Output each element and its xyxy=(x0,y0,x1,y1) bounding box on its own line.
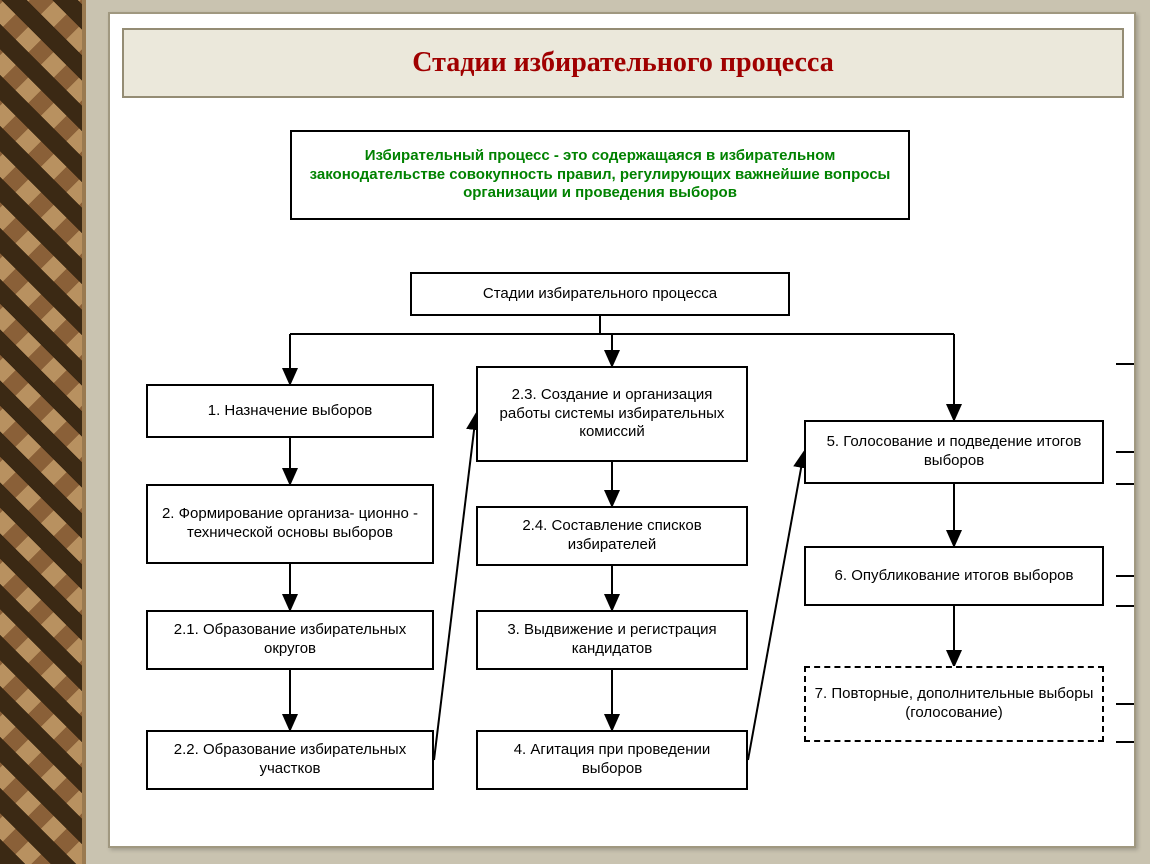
decorative-border xyxy=(0,0,86,864)
definition-text: Избирательный процесс - это содержащаяся… xyxy=(300,147,900,203)
subtitle-box: Стадии избирательного процесса xyxy=(410,272,790,316)
stage-box-s21: 2.1. Образование избирательных округов xyxy=(146,610,434,670)
stage-box-s2: 2. Формирование организа- ционно - техни… xyxy=(146,484,434,564)
stage-box-s22: 2.2. Образование избирательных участков xyxy=(146,730,434,790)
stage-box-s4: 4. Агитация при проведении выборов xyxy=(476,730,748,790)
slide-frame: Стадии избирательного процесса Избирател… xyxy=(108,12,1136,848)
slide-title: Стадии избирательного процесса xyxy=(412,47,833,79)
stage-box-s6: 6. Опубликование итогов выборов xyxy=(804,546,1104,606)
stage-box-s24: 2.4. Составление списков избирателей xyxy=(476,506,748,566)
stage-box-s5: 5. Голосование и подведение итогов выбор… xyxy=(804,420,1104,484)
stage-box-s7: 7. Повторные, дополнительные выборы (гол… xyxy=(804,666,1104,742)
definition-box: Избирательный процесс - это содержащаяся… xyxy=(290,130,910,220)
stage-box-s3: 3. Выдвижение и регистрация кандидатов xyxy=(476,610,748,670)
stage-box-s1: 1. Назначение выборов xyxy=(146,384,434,438)
title-bar: Стадии избирательного процесса xyxy=(122,28,1124,98)
stage-box-s23: 2.3. Создание и организация работы систе… xyxy=(476,366,748,462)
diagram-canvas: Избирательный процесс - это содержащаяся… xyxy=(110,114,1138,850)
